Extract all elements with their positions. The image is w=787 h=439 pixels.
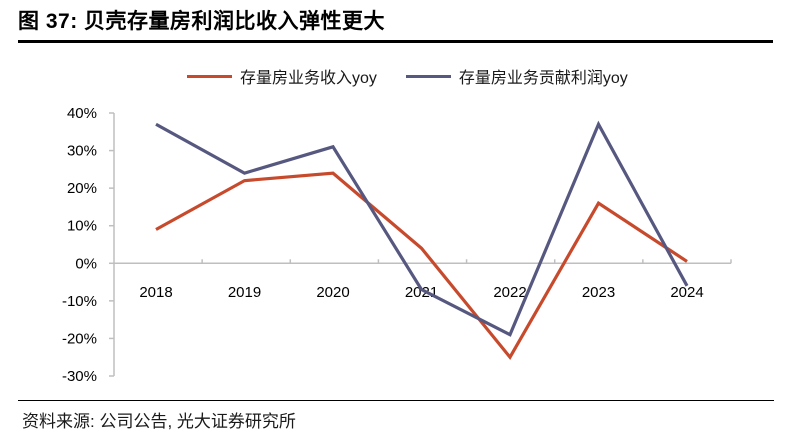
x-tick-label: 2018 bbox=[139, 284, 172, 301]
x-tick-label: 2023 bbox=[582, 284, 615, 301]
y-tick-label: 40% bbox=[67, 105, 97, 122]
x-tick-label: 2021 bbox=[405, 284, 438, 301]
x-tick-label: 2024 bbox=[670, 284, 703, 301]
revenue-line-swatch bbox=[187, 74, 232, 78]
y-tick-label: -30% bbox=[62, 368, 97, 385]
legend-label-profit: 存量房业务贡献利润yoy bbox=[458, 70, 628, 87]
series-line-1 bbox=[155, 120, 689, 337]
source-note: 资料来源: 公司公告, 光大证券研究所 bbox=[22, 412, 296, 431]
x-tick-label: 2020 bbox=[316, 284, 349, 301]
legend-label-revenue: 存量房业务收入yoy bbox=[240, 70, 377, 87]
footer-divider bbox=[18, 400, 774, 401]
y-tick-label: 30% bbox=[67, 143, 97, 160]
legend-item-revenue: 存量房业务收入yoy bbox=[187, 64, 377, 88]
chart-legend: 存量房业务收入yoy 存量房业务贡献利润yoy bbox=[187, 64, 628, 88]
figure-title: 图 37: 贝壳存量房利润比收入弹性更大 bbox=[18, 10, 386, 33]
x-tick-label: 2022 bbox=[493, 284, 526, 301]
y-tick-label: 0% bbox=[75, 255, 97, 272]
y-tick-label: -10% bbox=[62, 293, 97, 310]
y-tick-label: 20% bbox=[67, 180, 97, 197]
x-tick-label: 2019 bbox=[228, 284, 261, 301]
y-tick-label: 10% bbox=[67, 218, 97, 235]
legend-item-profit: 存量房业务贡献利润yoy bbox=[405, 64, 628, 88]
y-tick-label: -20% bbox=[62, 330, 97, 347]
series-line-0 bbox=[155, 171, 688, 361]
figure-title-bar: 图 37: 贝壳存量房利润比收入弹性更大 bbox=[18, 5, 773, 43]
profit-line-swatch bbox=[405, 74, 451, 78]
